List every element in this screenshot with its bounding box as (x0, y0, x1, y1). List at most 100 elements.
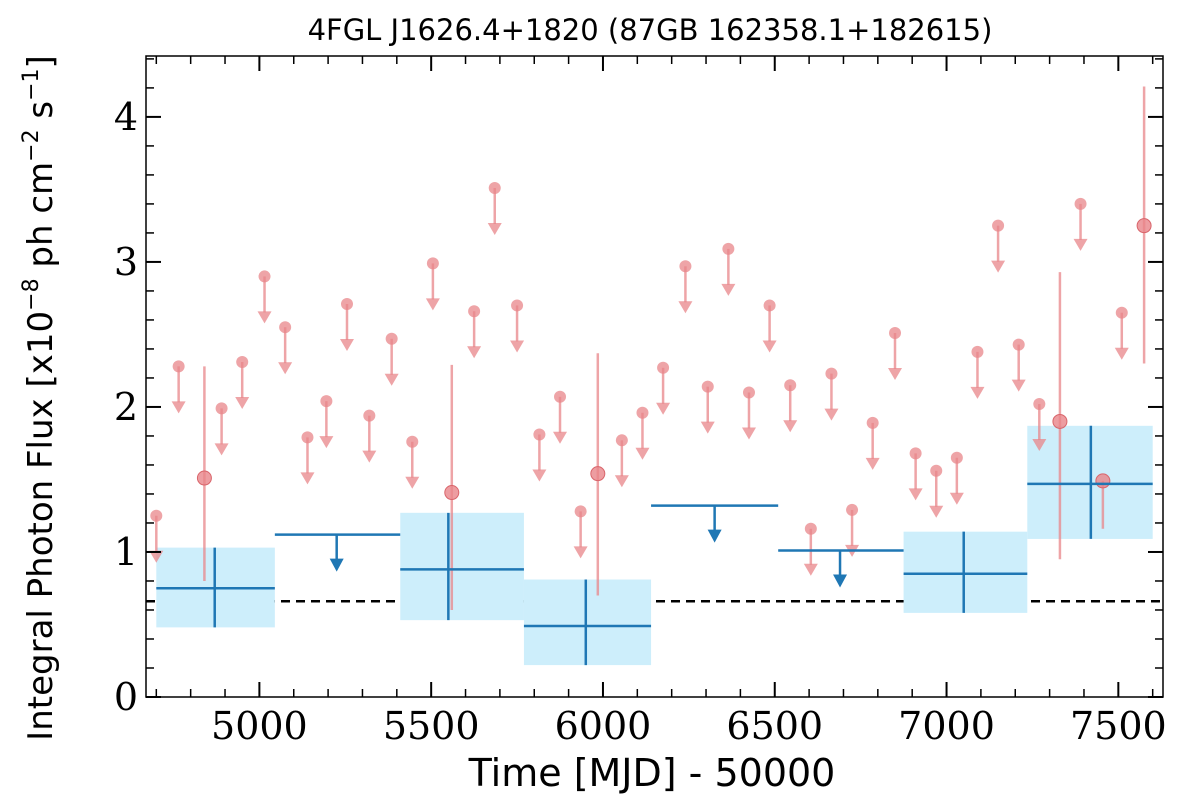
short-bin-upper-limit-arrow (635, 447, 650, 460)
long-bin-layer (156, 425, 1153, 666)
short-bin-upper-limit-point (804, 522, 817, 535)
x-tick-label: 6500 (726, 704, 823, 748)
short-bin-upper-limit-arrow (553, 431, 568, 444)
short-bin-upper-limit-point (615, 434, 628, 447)
short-bin-upper-limit-arrow (700, 421, 715, 434)
short-bin-upper-limit-arrow (929, 505, 944, 518)
short-bin-upper-limit-arrow (1032, 439, 1047, 452)
y-axis-label-end: s (21, 101, 61, 130)
short-bin-upper-limit-point (722, 242, 735, 255)
short-bin-upper-limit-arrow (656, 402, 671, 415)
short-bin-upper-limit-point (574, 505, 587, 518)
short-bin-upper-limit-point (279, 321, 292, 334)
x-tick-label: 5000 (211, 704, 308, 748)
short-bin-upper-limit-arrow (362, 450, 377, 463)
short-bin-upper-limit-arrow (171, 401, 186, 414)
short-bin-upper-limit-arrow (573, 546, 588, 559)
x-axis-label: Time [MJD] - 50000 (468, 751, 836, 795)
short-bin-upper-limit-arrow (278, 362, 293, 375)
short-bin-upper-limit-arrow (970, 386, 985, 399)
short-bin-upper-limit-point (172, 360, 185, 373)
short-bin-upper-limit-arrow (1011, 379, 1026, 392)
short-bin-upper-limit-point (1074, 197, 1087, 210)
short-bin-upper-limit-point (971, 345, 984, 358)
short-bin-upper-limit-arrow (339, 338, 354, 351)
y-tick-label: 0 (114, 675, 138, 719)
short-bin-upper-limit-arrow (214, 443, 229, 456)
short-bin-upper-limit-arrow (783, 420, 798, 433)
short-bin-upper-limit-point (363, 409, 376, 422)
short-bin-upper-limit-point (511, 299, 524, 312)
short-bin-upper-limit-point (258, 270, 271, 283)
x-tick-label: 7000 (898, 704, 995, 748)
short-bin-upper-limit-arrow (487, 222, 502, 235)
y-axis-label-exp1: −8 (19, 278, 44, 310)
short-bin-upper-limit-arrow (1114, 347, 1129, 360)
short-bin-upper-limit-point (866, 416, 879, 429)
short-bin-upper-limit-arrow (235, 396, 250, 409)
short-bin-upper-limit-point (889, 326, 902, 339)
short-bin-point (1095, 473, 1111, 489)
short-bin-upper-limit-point (426, 257, 439, 270)
chart-title: 4FGL J1626.4+1820 (87GB 162358.1+182615) (308, 13, 993, 47)
short-bin-upper-limit-point (385, 332, 398, 345)
short-bin-upper-limit-arrow (1073, 238, 1088, 251)
short-bin-upper-limit-point (320, 395, 333, 408)
y-axis-label-exp2: −2 (19, 129, 44, 161)
short-bin-upper-limit-arrow (300, 472, 315, 485)
short-bin-upper-limit-arrow (614, 475, 629, 488)
short-bin-upper-limit-arrow (762, 340, 777, 353)
y-tick-label: 4 (114, 95, 138, 139)
short-bin-upper-limit-point (784, 379, 797, 392)
short-bin-upper-limit-point (742, 386, 755, 399)
y-axis-label-exp3: −1 (19, 68, 44, 100)
short-bin-upper-limit-arrow (949, 492, 964, 505)
short-bin-upper-limit-point (825, 367, 838, 380)
short-bin-upper-limit-point (554, 390, 567, 403)
short-bin-upper-limit-point (636, 406, 649, 419)
short-bin-upper-limit-point (1012, 338, 1025, 351)
short-bin-upper-limit-point (909, 447, 922, 460)
short-bin-upper-limit-point (488, 181, 501, 194)
short-bin-upper-limit-arrow (384, 373, 399, 386)
short-bin-upper-limit-point (950, 451, 963, 464)
short-bin-upper-limit-point (1033, 398, 1046, 411)
short-bin-upper-limit-arrow (678, 301, 693, 314)
short-bin-upper-limit-arrow (865, 457, 880, 470)
short-bin-upper-limit-point (846, 503, 859, 516)
short-bin-upper-limit-point (992, 219, 1005, 232)
plot-frame (145, 55, 1164, 698)
long-bin-upper-limit-arrow (707, 529, 722, 543)
short-bin-upper-limit-arrow (532, 469, 547, 482)
short-bin-point (196, 470, 212, 486)
short-bin-upper-limit-point (406, 435, 419, 448)
axes-layer: 5000 5500 6000 6500 7000 7500 0 1 2 3 4 (114, 55, 1167, 748)
short-bin-upper-limit-point (657, 361, 670, 374)
short-bin-upper-limit-arrow (149, 550, 164, 563)
long-bin-band (903, 531, 1028, 613)
short-bin-layer (149, 86, 1152, 610)
short-bin-point (590, 466, 606, 482)
short-bin-upper-limit-arrow (257, 311, 272, 324)
short-bin-upper-limit-arrow (319, 436, 334, 449)
short-bin-upper-limit-arrow (425, 298, 440, 311)
long-bin-band (523, 579, 652, 666)
long-bin-band (400, 512, 524, 621)
short-bin-upper-limit-point (215, 402, 228, 415)
y-tick-label: 1 (114, 530, 138, 574)
short-bin-upper-limit-point (301, 431, 314, 444)
short-bin-upper-limit-point (340, 297, 353, 310)
short-bin-upper-limit-arrow (803, 563, 818, 576)
short-bin-upper-limit-arrow (467, 346, 482, 359)
y-axis-label-close: ] (21, 55, 61, 68)
short-bin-upper-limit-arrow (888, 367, 903, 380)
short-bin-upper-limit-point (150, 509, 163, 522)
y-tick-label: 3 (114, 240, 138, 284)
short-bin-point (1136, 218, 1152, 234)
y-axis-label-mid: ph cm (21, 162, 61, 279)
short-bin-upper-limit-arrow (991, 260, 1006, 273)
short-bin-upper-limit-arrow (721, 283, 736, 296)
short-bin-point (444, 485, 460, 501)
short-bin-upper-limit-point (763, 299, 776, 312)
